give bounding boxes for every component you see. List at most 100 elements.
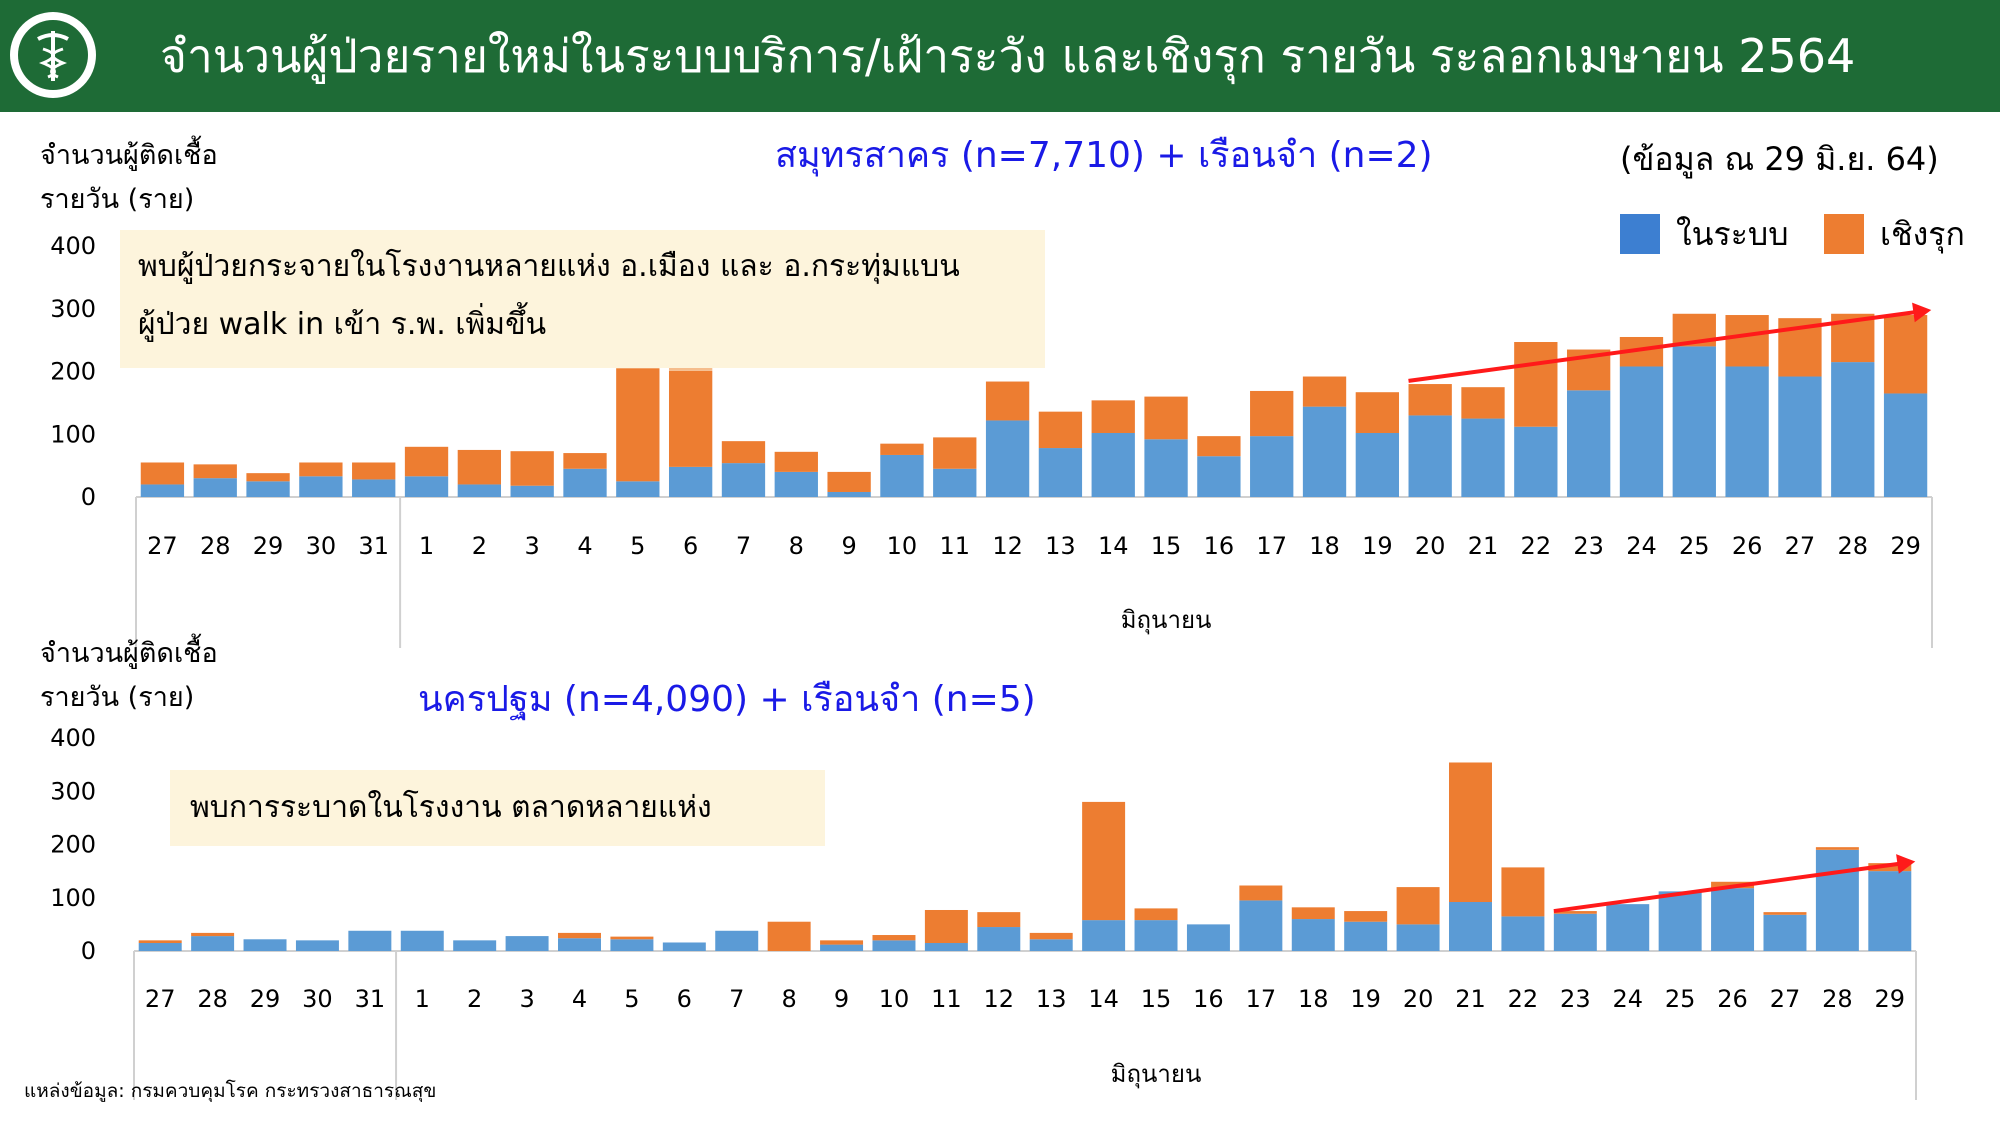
trend-arrow-line (1553, 861, 1902, 914)
bar-proactive (1144, 396, 1188, 440)
bar-in-system (295, 940, 339, 951)
bar-proactive (1553, 911, 1597, 914)
x-tick-label: 7 (736, 532, 751, 560)
x-tick-label: 25 (1679, 532, 1710, 560)
x-tick-label: 12 (992, 532, 1023, 560)
x-tick-label: 31 (358, 532, 389, 560)
x-tick-label: 9 (841, 532, 856, 560)
legend-proactive-label: เชิงรุก (1880, 215, 1965, 253)
bar-proactive (1038, 411, 1083, 449)
bar-proactive (1672, 313, 1716, 347)
bar-proactive (140, 462, 185, 485)
bar-in-system (1883, 393, 1928, 497)
bar-in-system (1197, 456, 1241, 497)
x-tick-label: 29 (1890, 532, 1921, 560)
bar-in-system (616, 481, 660, 497)
x-tick-label: 14 (1098, 532, 1129, 560)
bar-proactive (1291, 907, 1335, 920)
bar-in-system (348, 930, 392, 951)
bar-proactive (1239, 885, 1283, 901)
page-title: จำนวนผู้ป่วยรายใหม่ในระบบบริการ/เฝ้าระวั… (160, 29, 1856, 83)
x-tick-label: 18 (1309, 532, 1340, 560)
x-tick-label: 21 (1468, 532, 1499, 560)
x-tick-label: 10 (879, 985, 910, 1013)
x-axis-title: มิถุนายน (1111, 1060, 1202, 1089)
x-tick-label: 27 (1785, 532, 1816, 560)
bar-in-system (1868, 871, 1912, 951)
bar-in-system (457, 484, 502, 497)
legend-in-system-label: ในระบบ (1676, 215, 1789, 253)
x-tick-label: 6 (683, 532, 698, 560)
x-tick-label: 21 (1455, 985, 1486, 1013)
x-tick-label: 24 (1626, 532, 1657, 560)
bar-proactive (1355, 392, 1400, 433)
bar-in-system (880, 454, 924, 497)
bar-in-system (1038, 448, 1083, 497)
bar-in-system (1344, 921, 1388, 951)
x-tick-label: 19 (1362, 532, 1393, 560)
chart2-annotation-line1: พบการระบาดในโรงงาน ตลาดหลายแห่ง (190, 790, 712, 825)
y-tick-label: 400 (50, 724, 96, 752)
bar-in-system (510, 485, 554, 497)
y-tick-label: 300 (50, 295, 96, 323)
bar-proactive (827, 471, 871, 492)
x-tick-label: 1 (419, 532, 434, 560)
caduceus-icon (18, 20, 88, 90)
x-tick-label: 20 (1415, 532, 1446, 560)
bar-in-system (191, 936, 235, 951)
bar-proactive (191, 932, 235, 937)
bar-in-system (721, 463, 766, 497)
bar-proactive (767, 921, 811, 951)
x-tick-label: 5 (630, 532, 645, 560)
x-tick-label: 16 (1193, 985, 1224, 1013)
bar-proactive (933, 437, 977, 469)
x-tick-label: 1 (415, 985, 430, 1013)
bar-in-system (246, 481, 290, 497)
bar-proactive (1763, 912, 1807, 915)
trend-arrow-line (1408, 309, 1918, 383)
chart1-annotation-line1: พบผู้ป่วยกระจายในโรงงานหลายแห่ง อ.เมือง … (138, 249, 960, 284)
x-tick-label: 27 (147, 532, 178, 560)
bar-in-system (505, 936, 549, 951)
header-bar: จำนวนผู้ป่วยรายใหม่ในระบบบริการ/เฝ้าระวั… (0, 0, 2000, 112)
legend: ในระบบ เชิงรุก (1620, 212, 1980, 258)
bar-proactive (138, 940, 182, 944)
bar-proactive (1831, 313, 1875, 363)
bar-in-system (774, 471, 818, 497)
bar-proactive (1461, 387, 1505, 419)
bar-in-system (243, 939, 287, 951)
bar-in-system (404, 476, 449, 497)
bar-proactive (1883, 315, 1928, 394)
bar-proactive (352, 462, 396, 480)
x-tick-label: 8 (789, 532, 804, 560)
bar-proactive (1566, 349, 1611, 391)
bar-in-system (1461, 418, 1505, 497)
x-tick-label: 15 (1151, 532, 1182, 560)
x-tick-label: 13 (1036, 985, 1067, 1013)
x-tick-label: 31 (355, 985, 386, 1013)
bar-proactive (1134, 908, 1178, 921)
chart1-annotation-line2: ผู้ป่วย walk in เข้า ร.พ. เพิ่มขึ้น (138, 307, 547, 342)
x-tick-label: 26 (1717, 985, 1748, 1013)
x-tick-label: 4 (572, 985, 587, 1013)
x-axis-title: มิถุนายน (1121, 606, 1212, 635)
x-tick-label: 23 (1573, 532, 1604, 560)
bar-in-system (715, 930, 759, 951)
bar-in-system (563, 468, 607, 497)
bar-in-system (1134, 920, 1178, 951)
bar-proactive (610, 936, 654, 940)
x-tick-label: 13 (1045, 532, 1076, 560)
chart1-annotation: พบผู้ป่วยกระจายในโรงงานหลายแห่ง อ.เมือง … (120, 230, 1045, 368)
bar-in-system (1355, 432, 1400, 497)
x-tick-label: 25 (1665, 985, 1696, 1013)
bar-in-system (1815, 849, 1859, 951)
chart2-title: นครปฐม (n=4,090) + เรือนจำ (n=5) (418, 679, 1036, 720)
x-tick-label: 3 (525, 532, 540, 560)
y-tick-label: 200 (50, 358, 96, 386)
bar-proactive (1408, 384, 1452, 416)
bar-in-system (1029, 939, 1073, 951)
y-tick-label: 400 (50, 232, 96, 260)
bar-proactive (985, 381, 1030, 421)
bar-proactive (616, 368, 660, 482)
bar-proactive (1725, 315, 1769, 367)
